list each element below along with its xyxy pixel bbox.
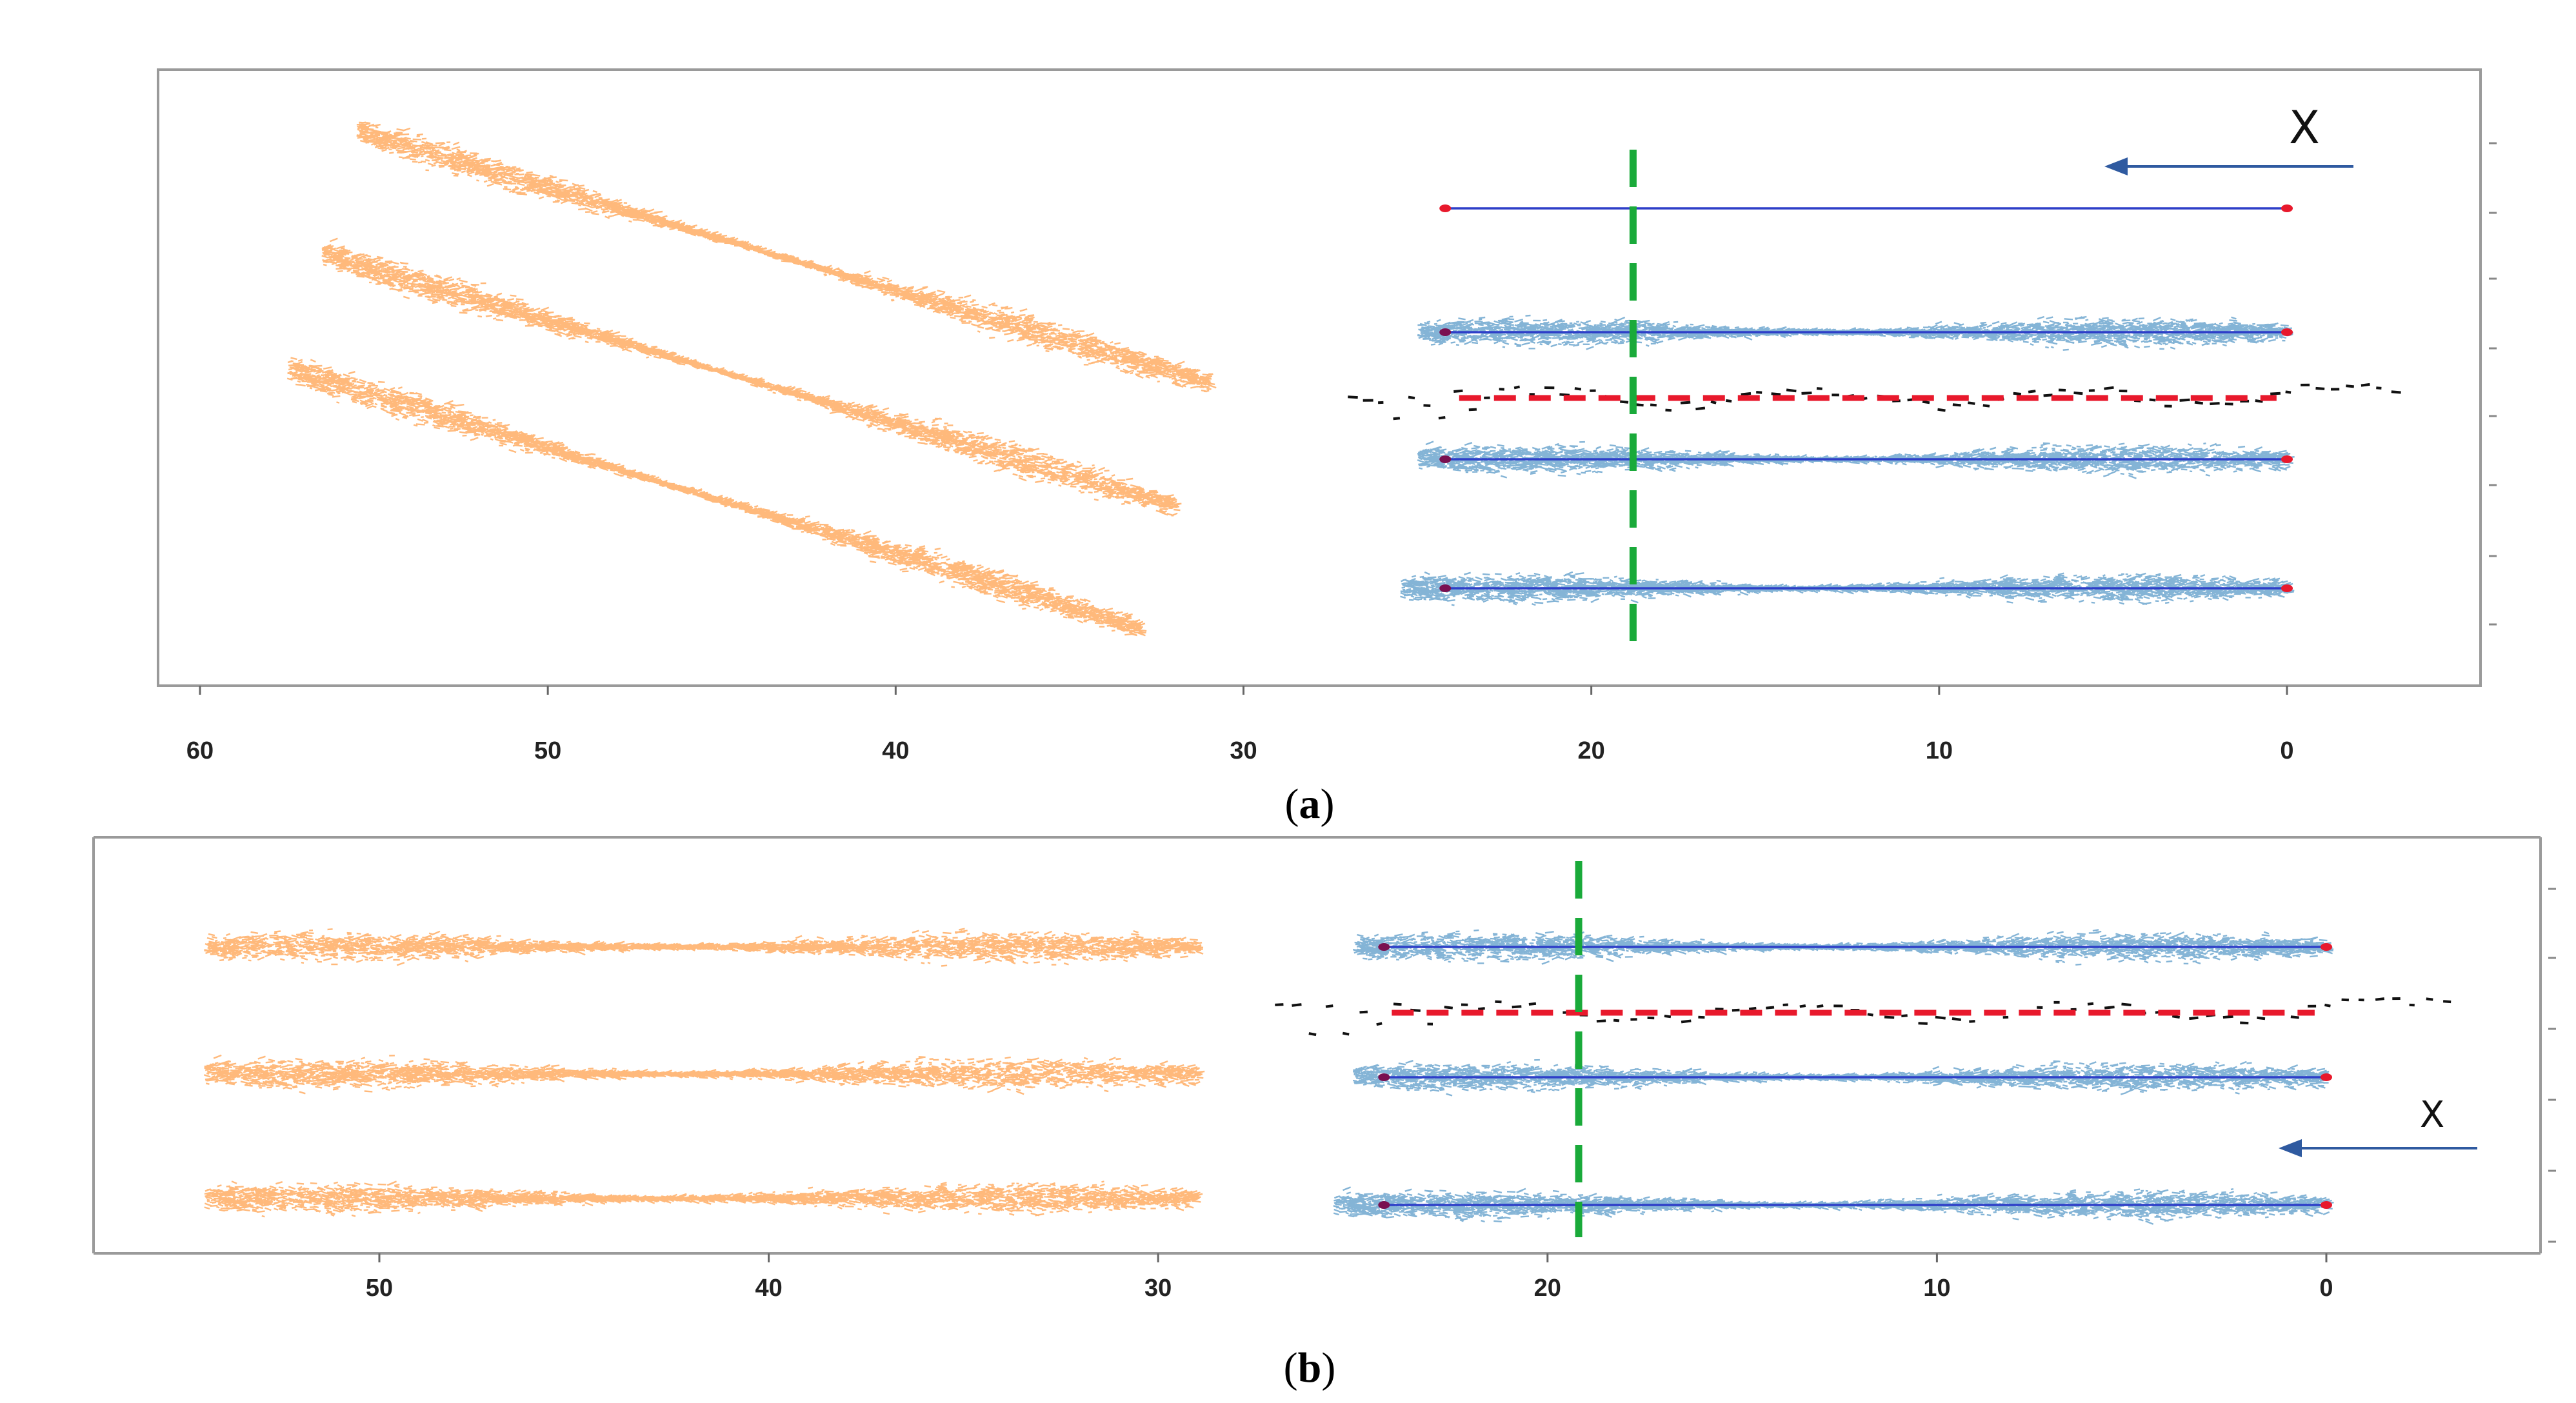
direction-arrow-head (2279, 1139, 2302, 1157)
x-tick-label: 20 (1534, 1275, 1561, 1302)
orange-track-2-points (204, 1054, 1205, 1095)
reference-line-end (2281, 204, 2293, 212)
orange-track-1-points (356, 121, 1217, 393)
panel-b-frame (92, 836, 2542, 1255)
reference-line-start (1439, 204, 1452, 212)
panel-a-frame (157, 68, 2482, 687)
reference-line-end (2281, 584, 2293, 592)
panel-a-right-axis (2489, 142, 2497, 626)
panel-b-caption: (b) (1284, 1344, 1336, 1391)
x-tick-label: 40 (882, 737, 909, 764)
panel-b-right-axis (2548, 888, 2556, 1243)
reference-line-end (2281, 328, 2293, 336)
x-tick-label: 10 (1923, 1275, 1950, 1302)
x-tick-label: 60 (186, 737, 214, 764)
reference-line-start (1378, 943, 1390, 951)
direction-arrow-head (2104, 157, 2128, 175)
panel-b-scatter-layer (204, 928, 2334, 1225)
orange-track-3-points (286, 357, 1147, 637)
panel-b-overlay-layer (1275, 861, 2477, 1237)
x-tick-label: 50 (534, 737, 561, 764)
panel-a-caption: (a) (1285, 781, 1335, 828)
x-tick-label: 10 (1926, 737, 1953, 764)
panel-b-direction-label: X (2420, 1094, 2444, 1136)
reference-line-end (2321, 1201, 2332, 1209)
x-tick-label: 40 (755, 1275, 782, 1302)
x-tick-label: 20 (1578, 737, 1605, 764)
panel-a-overlay-layer (1348, 150, 2401, 642)
black-trajectory (1348, 383, 2401, 421)
orange-track-1 (204, 928, 1204, 967)
x-tick-label: 0 (2319, 1275, 2333, 1302)
orange-track-2 (204, 1054, 1205, 1095)
reference-line-start (1439, 584, 1452, 592)
orange-track-2 (321, 237, 1182, 517)
panel-b-x-axis: 50 40 30 20 10 0 (366, 1253, 2333, 1302)
x-tick-label: 50 (366, 1275, 393, 1302)
reference-line-end (2281, 455, 2293, 463)
reference-line-end (2321, 1073, 2332, 1081)
reference-line-start (1439, 328, 1452, 336)
reference-line-start (1378, 1073, 1390, 1081)
panel-a: 60 50 40 30 20 10 0 X (a) (157, 68, 2497, 828)
panel-a-x-axis: 60 50 40 30 20 10 0 (186, 686, 2294, 764)
x-tick-label: 30 (1144, 1275, 1172, 1302)
x-tick-label: 0 (2280, 737, 2293, 764)
orange-track-3-points (204, 1180, 1203, 1218)
orange-track-1 (356, 121, 1217, 393)
x-tick-label: 30 (1230, 737, 1257, 764)
panel-a-direction-label: X (2289, 101, 2320, 154)
black-trajectory (1275, 997, 2451, 1037)
orange-track-3 (204, 1180, 1203, 1218)
reference-line-start (1439, 455, 1452, 463)
orange-track-3 (286, 357, 1147, 637)
orange-track-2-points (321, 237, 1182, 517)
reference-line-end (2321, 943, 2332, 951)
orange-track-1-points (204, 928, 1204, 967)
reference-line-start (1378, 1201, 1390, 1209)
panel-b: 50 40 30 20 10 0 X (b) (92, 836, 2556, 1391)
